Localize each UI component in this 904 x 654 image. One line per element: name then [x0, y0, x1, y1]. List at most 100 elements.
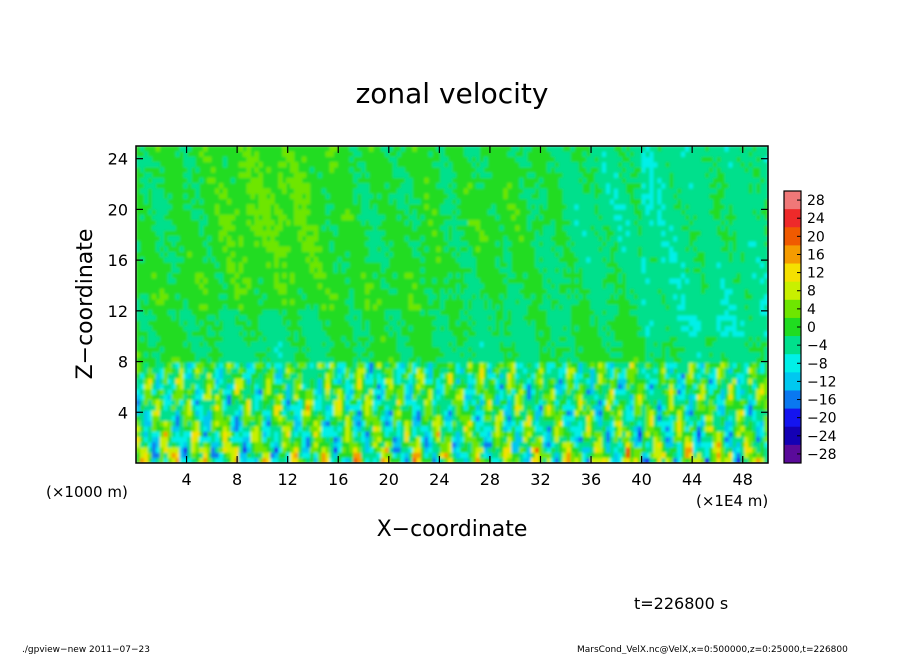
heatmap-cell [440, 452, 445, 459]
heatmap-cell [396, 330, 402, 337]
heatmap-cell [598, 330, 603, 337]
heatmap-cell [365, 394, 370, 400]
heatmap-cell [313, 447, 319, 453]
heatmap-cell [629, 426, 635, 432]
heatmap-cell [183, 204, 188, 210]
heatmap-cell [712, 341, 718, 348]
heatmap-cell [760, 267, 765, 274]
heatmap-cell [459, 256, 465, 263]
heatmap-cell [641, 394, 646, 400]
heatmap-cell [645, 209, 650, 216]
heatmap-cell [637, 272, 642, 279]
heatmap-cell [503, 241, 508, 247]
heatmap-cell [582, 262, 587, 268]
heatmap-cell [752, 278, 757, 284]
heatmap-cell [681, 278, 686, 284]
heatmap-cell [744, 246, 749, 253]
heatmap-cell [681, 188, 686, 194]
heatmap-cell [195, 272, 200, 279]
heatmap-cell [712, 309, 718, 316]
heatmap-cell [724, 447, 729, 453]
heatmap-cell [542, 426, 548, 432]
heatmap-cell [657, 410, 662, 416]
heatmap-cell [207, 389, 212, 395]
heatmap-cell [764, 309, 768, 316]
heatmap-cell [712, 267, 718, 274]
heatmap-cell [538, 447, 544, 453]
heatmap-cell [728, 309, 733, 316]
heatmap-cell [760, 330, 765, 337]
heatmap-cell [384, 283, 390, 290]
heatmap-cell [191, 325, 196, 332]
heatmap-cell [653, 309, 658, 316]
heatmap-cell [215, 415, 220, 422]
heatmap-cell [653, 241, 658, 247]
heatmap-cell [483, 320, 488, 327]
heatmap-cell [199, 452, 204, 459]
heatmap-cell [590, 320, 595, 327]
heatmap-cell [724, 209, 729, 216]
heatmap-cell [661, 225, 666, 231]
heatmap-cell [534, 198, 540, 205]
heatmap-cell [376, 373, 382, 379]
heatmap-cell [455, 235, 461, 242]
heatmap-cell [203, 352, 208, 358]
heatmap-cell [760, 299, 765, 305]
heatmap-cell [732, 204, 737, 210]
heatmap-cell [598, 452, 603, 459]
heatmap-cell [760, 198, 765, 205]
heatmap-cell [392, 362, 398, 369]
heatmap-cell [211, 431, 216, 437]
heatmap-cell [606, 256, 611, 263]
heatmap-cell [704, 325, 710, 332]
heatmap-cell [673, 457, 678, 463]
heatmap-cell [412, 399, 417, 406]
heatmap-cell [345, 209, 350, 216]
heatmap-cell [692, 320, 698, 327]
heatmap-cell [732, 320, 737, 327]
heatmap-cell [621, 367, 627, 374]
heatmap-cell [720, 431, 725, 437]
heatmap-cell [365, 436, 370, 443]
heatmap-cell [199, 304, 204, 311]
heatmap-cell [400, 367, 405, 374]
heatmap-cell [724, 188, 729, 194]
heatmap-cell [282, 441, 287, 448]
heatmap-cell [665, 241, 670, 247]
heatmap-cell [266, 214, 271, 221]
heatmap-cell [199, 225, 204, 231]
heatmap-cell [756, 309, 761, 316]
heatmap-cell [388, 420, 394, 427]
heatmap-cell [147, 447, 153, 453]
heatmap-cell [258, 420, 263, 427]
heatmap-cell [479, 325, 484, 332]
heatmap-cell [534, 204, 540, 210]
heatmap-cell [282, 457, 287, 463]
heatmap-cell [179, 457, 184, 463]
heatmap-cell [230, 452, 236, 459]
heatmap-cell [728, 225, 733, 231]
heatmap-cell [455, 436, 461, 443]
heatmap-cell [764, 262, 768, 268]
heatmap-cell [136, 410, 141, 416]
heatmap-cell [440, 346, 445, 353]
heatmap-cell [396, 394, 402, 400]
heatmap-cell [199, 426, 204, 432]
heatmap-cell [689, 288, 694, 295]
heatmap-cell [744, 404, 749, 411]
heatmap-cell [171, 251, 176, 258]
heatmap-cell [704, 288, 710, 295]
heatmap-cell [598, 278, 603, 284]
heatmap-cell [242, 436, 247, 443]
heatmap-cell [720, 383, 725, 390]
heatmap-cell [633, 256, 639, 263]
heatmap-cell [661, 394, 666, 400]
heatmap-cell [369, 246, 374, 253]
heatmap-cell [234, 325, 240, 332]
heatmap-cell [309, 373, 315, 379]
heatmap-cell [748, 309, 753, 316]
heatmap-cell [266, 431, 271, 437]
heatmap-cell [538, 373, 544, 379]
heatmap-cell [523, 304, 528, 311]
heatmap-cell [183, 309, 188, 316]
